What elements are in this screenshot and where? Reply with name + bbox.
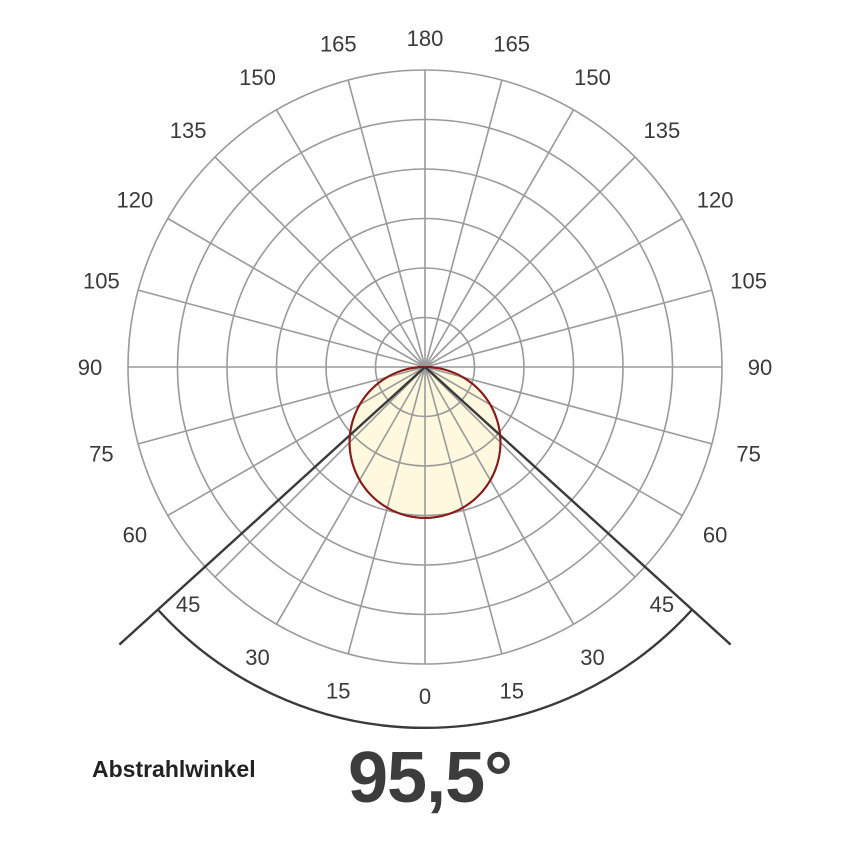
- angle-tick-label: 135: [170, 118, 207, 143]
- angle-tick-label: 105: [83, 268, 120, 293]
- angle-tick-labels: 0 15 30 45 60 75 90 105 120 135 150 165 180 15 30 45 60 7…: [78, 26, 772, 709]
- grid-spoke: [424, 366, 713, 445]
- beam-angle-arc: [157, 608, 693, 730]
- grid-spoke-overlay: [349, 367, 426, 517]
- grid-spoke: [137, 366, 426, 445]
- beam-angle-value: 95,5°: [348, 738, 513, 818]
- angle-tick-label: 135: [644, 118, 681, 143]
- angle-tick-label: 180: [407, 26, 444, 51]
- grid-spoke: [424, 109, 575, 368]
- angle-tick-label: 75: [89, 442, 113, 467]
- angle-tick-label: 75: [736, 442, 760, 467]
- angle-tick-label: 45: [176, 592, 200, 617]
- angle-tick-label: 30: [245, 645, 269, 670]
- angle-tick-label: 0: [419, 684, 431, 709]
- grid-spoke: [167, 217, 426, 368]
- grid-spoke: [275, 109, 426, 368]
- grid-spoke: [214, 156, 426, 368]
- angle-tick-label: 165: [320, 31, 357, 56]
- angle-tick-label: 105: [730, 268, 767, 293]
- angle-tick-label: 150: [574, 65, 611, 90]
- angle-tick-label: 90: [78, 355, 102, 380]
- angle-tick-label: 120: [697, 188, 734, 213]
- angle-tick-label: 60: [123, 523, 147, 548]
- grid-spoke: [424, 156, 636, 368]
- beam-line-left: [118, 366, 426, 646]
- grid-spoke: [424, 79, 503, 368]
- angle-tick-label: 150: [239, 65, 276, 90]
- beam-line-right: [424, 366, 732, 646]
- angle-tick-label: 165: [493, 31, 530, 56]
- intensity-curve-outline: [348, 365, 502, 519]
- grid-spoke: [424, 289, 713, 368]
- beam-angle-lines: [118, 366, 732, 646]
- angle-tick-label: 60: [703, 523, 727, 548]
- grid-spoke: [347, 79, 426, 368]
- beam-angle-label: Abstrahlwinkel: [92, 756, 256, 782]
- angle-tick-label: 90: [748, 355, 772, 380]
- angle-tick-label: 15: [499, 679, 523, 704]
- angle-tick-label: 45: [650, 592, 674, 617]
- grid-spoke-overlay: [349, 367, 426, 518]
- grid-spoke-overlay: [424, 367, 501, 517]
- angle-tick-label: 120: [117, 188, 154, 213]
- angle-tick-label: 30: [580, 645, 604, 670]
- grid-spoke: [137, 289, 426, 368]
- grid-spoke-overlay: [424, 367, 501, 518]
- angle-tick-label: 15: [326, 679, 350, 704]
- grid-spoke: [424, 217, 683, 368]
